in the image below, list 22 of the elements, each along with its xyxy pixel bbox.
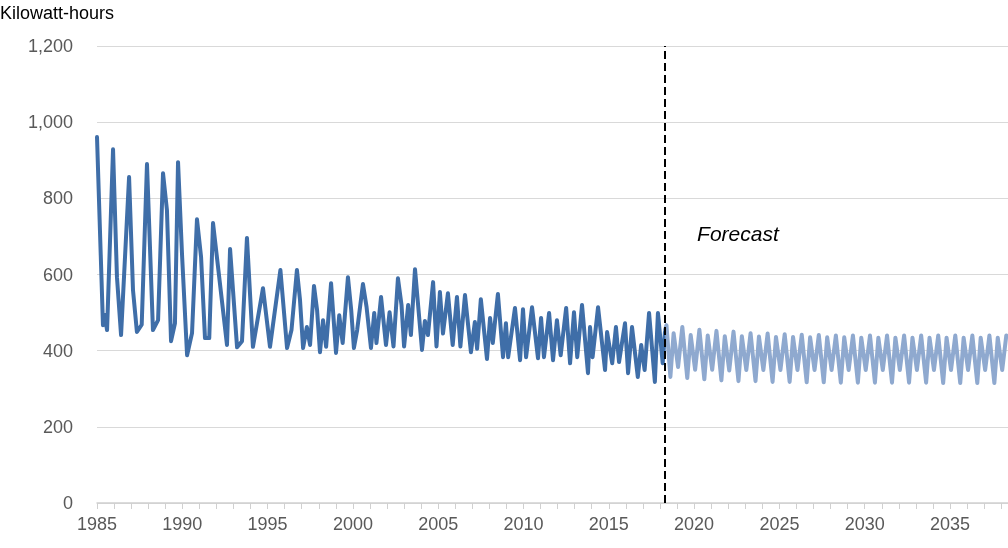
x-tick-label: 2010 — [503, 514, 544, 534]
x-tick-label: 2025 — [759, 514, 800, 534]
y-tick-label: 600 — [42, 264, 73, 285]
y-tick-label: 1,000 — [27, 112, 73, 133]
x-tick-label: 1990 — [162, 514, 203, 534]
x-tick-label: 1985 — [76, 514, 118, 534]
x-tick-label: 2035 — [929, 514, 971, 534]
x-tick-label: 2020 — [674, 514, 715, 534]
y-tick-label: 0 — [62, 493, 73, 513]
y-tick-label: 1,200 — [27, 36, 73, 56]
x-tick-label: 2030 — [844, 514, 885, 534]
y-tick-label: 400 — [42, 340, 73, 361]
line-series — [95, 135, 668, 384]
x-tick-label: 2005 — [418, 514, 459, 534]
y-tick-label: 800 — [42, 188, 73, 209]
y-axis-title: Kilowatt-hours — [0, 3, 115, 23]
ref-line-label: Forecast — [697, 222, 780, 245]
y-tick-label: 200 — [42, 416, 73, 437]
x-tick-label: 2015 — [588, 514, 629, 534]
line-series — [663, 323, 1008, 386]
x-tick-label: 2000 — [332, 514, 373, 534]
x-tick-label: 1995 — [247, 514, 288, 534]
